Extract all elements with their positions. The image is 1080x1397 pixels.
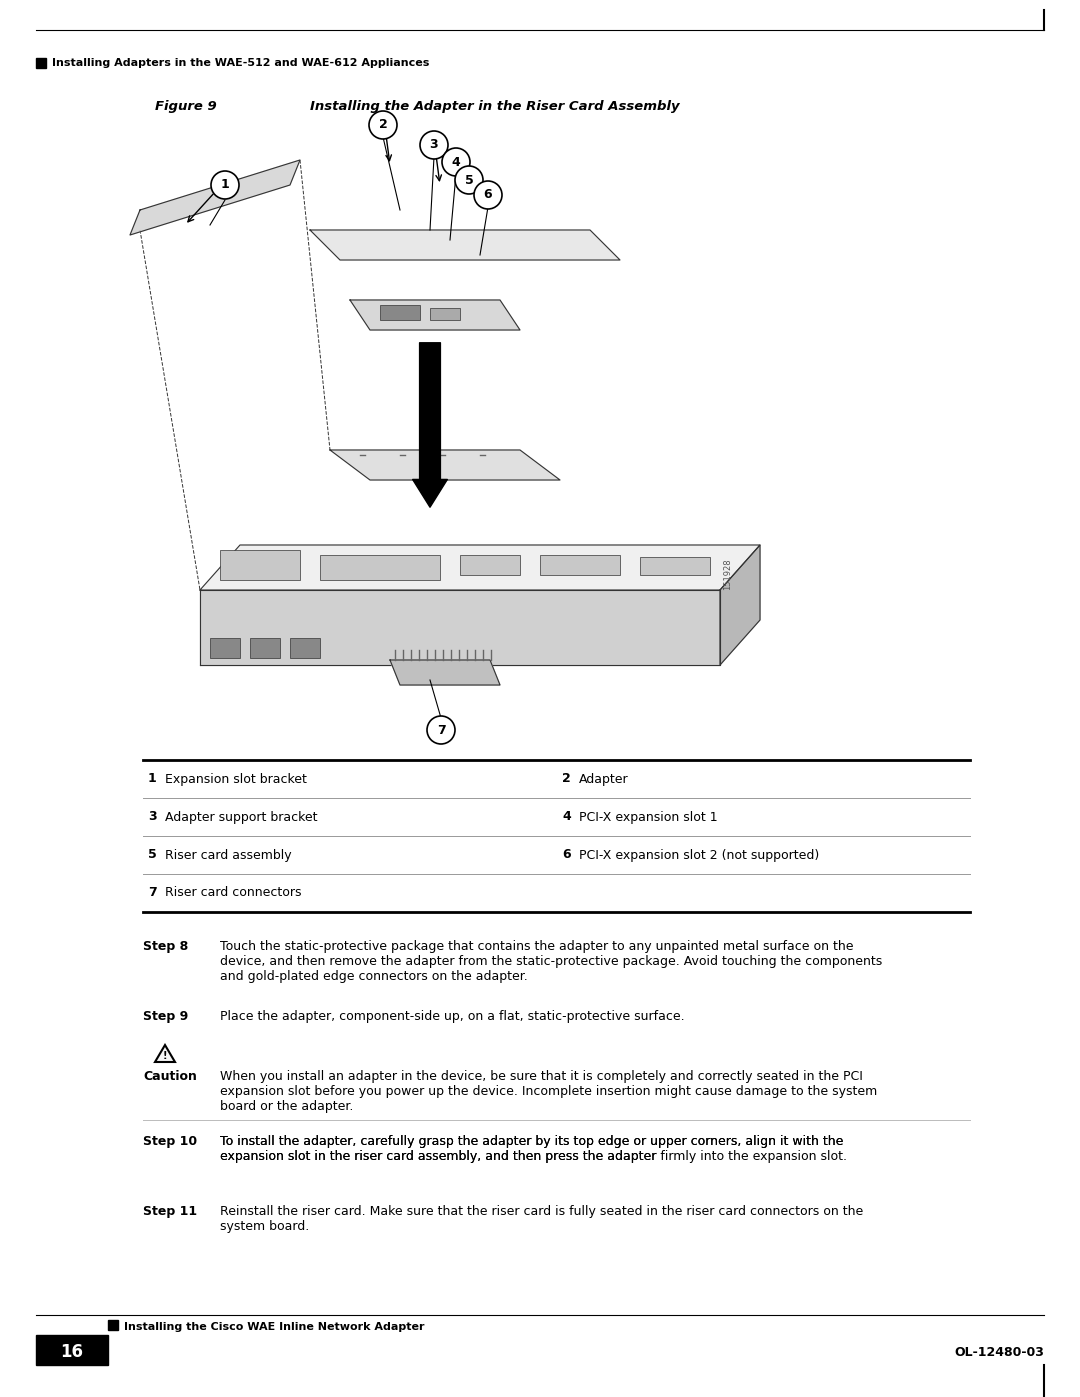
Circle shape <box>455 166 483 194</box>
FancyArrowPatch shape <box>413 342 447 507</box>
Text: Step 10: Step 10 <box>143 1134 198 1148</box>
Text: 5: 5 <box>464 173 473 187</box>
Text: 6: 6 <box>484 189 492 201</box>
Text: 151928: 151928 <box>724 559 732 590</box>
Polygon shape <box>130 161 300 235</box>
Text: Expansion slot bracket: Expansion slot bracket <box>165 773 307 785</box>
Text: To install the adapter, carefully grasp the adapter by its top edge or upper cor: To install the adapter, carefully grasp … <box>220 1134 847 1162</box>
Text: 1: 1 <box>148 773 157 785</box>
Polygon shape <box>156 1045 175 1062</box>
Bar <box>220 550 300 580</box>
Circle shape <box>427 717 455 745</box>
Polygon shape <box>310 231 620 260</box>
Polygon shape <box>200 545 760 590</box>
Bar <box>430 307 460 320</box>
Text: PCI-X expansion slot 2 (not supported): PCI-X expansion slot 2 (not supported) <box>579 848 820 862</box>
Text: Step 8: Step 8 <box>143 940 188 953</box>
Bar <box>36 59 46 68</box>
Bar <box>291 638 320 658</box>
Text: To install the adapter, carefully grasp the adapter by its top edge or upper cor: To install the adapter, carefully grasp … <box>220 1134 843 1162</box>
Text: !: ! <box>163 1051 167 1060</box>
Text: Installing the Adapter in the Riser Card Assembly: Installing the Adapter in the Riser Card… <box>310 101 679 113</box>
Text: Caution: Caution <box>143 1070 197 1083</box>
Text: Place the adapter, component-side up, on a flat, static-protective surface.: Place the adapter, component-side up, on… <box>220 1010 685 1023</box>
Polygon shape <box>390 659 500 685</box>
Bar <box>108 1320 118 1330</box>
Text: 7: 7 <box>148 887 157 900</box>
Text: Step 9: Step 9 <box>143 1010 188 1023</box>
Text: 16: 16 <box>60 1343 83 1361</box>
Text: Adapter: Adapter <box>579 773 629 785</box>
Circle shape <box>211 170 239 198</box>
Circle shape <box>442 148 470 176</box>
Text: 2: 2 <box>379 119 388 131</box>
Circle shape <box>369 110 397 138</box>
Text: 2: 2 <box>562 773 570 785</box>
Text: 6: 6 <box>562 848 570 862</box>
Circle shape <box>474 182 502 210</box>
Text: 3: 3 <box>148 810 157 823</box>
Circle shape <box>420 131 448 159</box>
Text: Touch the static-protective package that contains the adapter to any unpainted m: Touch the static-protective package that… <box>220 940 882 983</box>
Polygon shape <box>350 300 519 330</box>
Text: Adapter support bracket: Adapter support bracket <box>165 810 318 823</box>
Text: Installing the Cisco WAE Inline Network Adapter: Installing the Cisco WAE Inline Network … <box>124 1322 424 1331</box>
Text: Installing Adapters in the WAE-512 and WAE-612 Appliances: Installing Adapters in the WAE-512 and W… <box>52 59 430 68</box>
Bar <box>249 638 280 658</box>
Text: Riser card connectors: Riser card connectors <box>165 887 301 900</box>
Bar <box>540 555 620 576</box>
Bar <box>380 305 420 320</box>
Text: Reinstall the riser card. Make sure that the riser card is fully seated in the r: Reinstall the riser card. Make sure that… <box>220 1206 863 1234</box>
Text: 5: 5 <box>148 848 157 862</box>
Bar <box>460 555 519 576</box>
Bar <box>320 555 440 580</box>
Text: 3: 3 <box>430 138 438 151</box>
Polygon shape <box>200 590 720 665</box>
Text: PCI-X expansion slot 1: PCI-X expansion slot 1 <box>579 810 717 823</box>
Text: OL-12480-03: OL-12480-03 <box>954 1345 1044 1358</box>
Text: 7: 7 <box>436 724 445 736</box>
Bar <box>640 557 710 576</box>
Text: When you install an adapter in the device, be sure that it is completely and cor: When you install an adapter in the devic… <box>220 1070 877 1113</box>
Text: Riser card assembly: Riser card assembly <box>165 848 292 862</box>
Bar <box>36 1336 108 1365</box>
Text: 4: 4 <box>451 155 460 169</box>
Polygon shape <box>330 450 561 481</box>
Text: To install the adapter, carefully grasp the adapter by its top edge or upper cor: To install the adapter, carefully grasp … <box>220 1134 843 1162</box>
Text: Step 11: Step 11 <box>143 1206 198 1218</box>
Polygon shape <box>720 545 760 665</box>
Text: Figure 9: Figure 9 <box>156 101 217 113</box>
Bar <box>210 638 240 658</box>
Text: 1: 1 <box>220 179 229 191</box>
Text: 4: 4 <box>562 810 570 823</box>
